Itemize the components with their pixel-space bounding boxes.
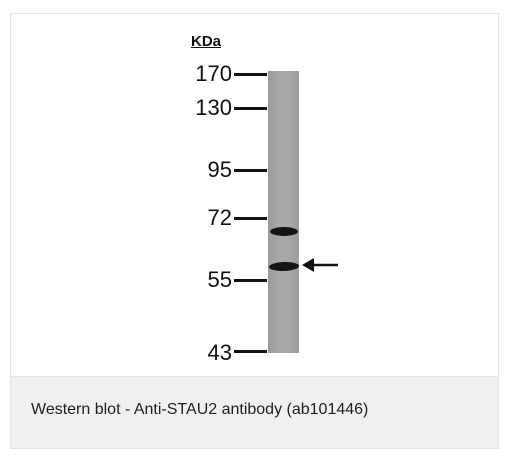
marker-label-95: 95 bbox=[207, 157, 232, 182]
marker-tick-55 bbox=[234, 279, 267, 282]
marker-label-43: 43 bbox=[207, 340, 232, 365]
western-blot-figure: KDa 170 130 95 72 55 43 bbox=[11, 14, 498, 376]
image-caption: Western blot - Anti-STAU2 antibody (ab10… bbox=[31, 401, 369, 418]
blot-lane bbox=[268, 71, 299, 353]
marker-tick-43 bbox=[234, 350, 267, 353]
caption-bar: Western blot - Anti-STAU2 antibody (ab10… bbox=[11, 376, 498, 448]
blot-band-upper bbox=[270, 227, 298, 236]
unit-label: KDa bbox=[191, 33, 222, 50]
marker-tick-170 bbox=[234, 73, 267, 76]
marker-label-170: 170 bbox=[195, 61, 232, 86]
marker-label-72: 72 bbox=[207, 205, 232, 230]
image-card: KDa 170 130 95 72 55 43 Western blot - A… bbox=[10, 13, 499, 449]
marker-label-130: 130 bbox=[195, 95, 232, 120]
marker-label-55: 55 bbox=[207, 267, 232, 292]
marker-tick-72 bbox=[234, 217, 267, 220]
band-arrow-icon bbox=[302, 258, 338, 272]
marker-tick-130 bbox=[234, 107, 267, 110]
marker-tick-95 bbox=[234, 169, 267, 172]
